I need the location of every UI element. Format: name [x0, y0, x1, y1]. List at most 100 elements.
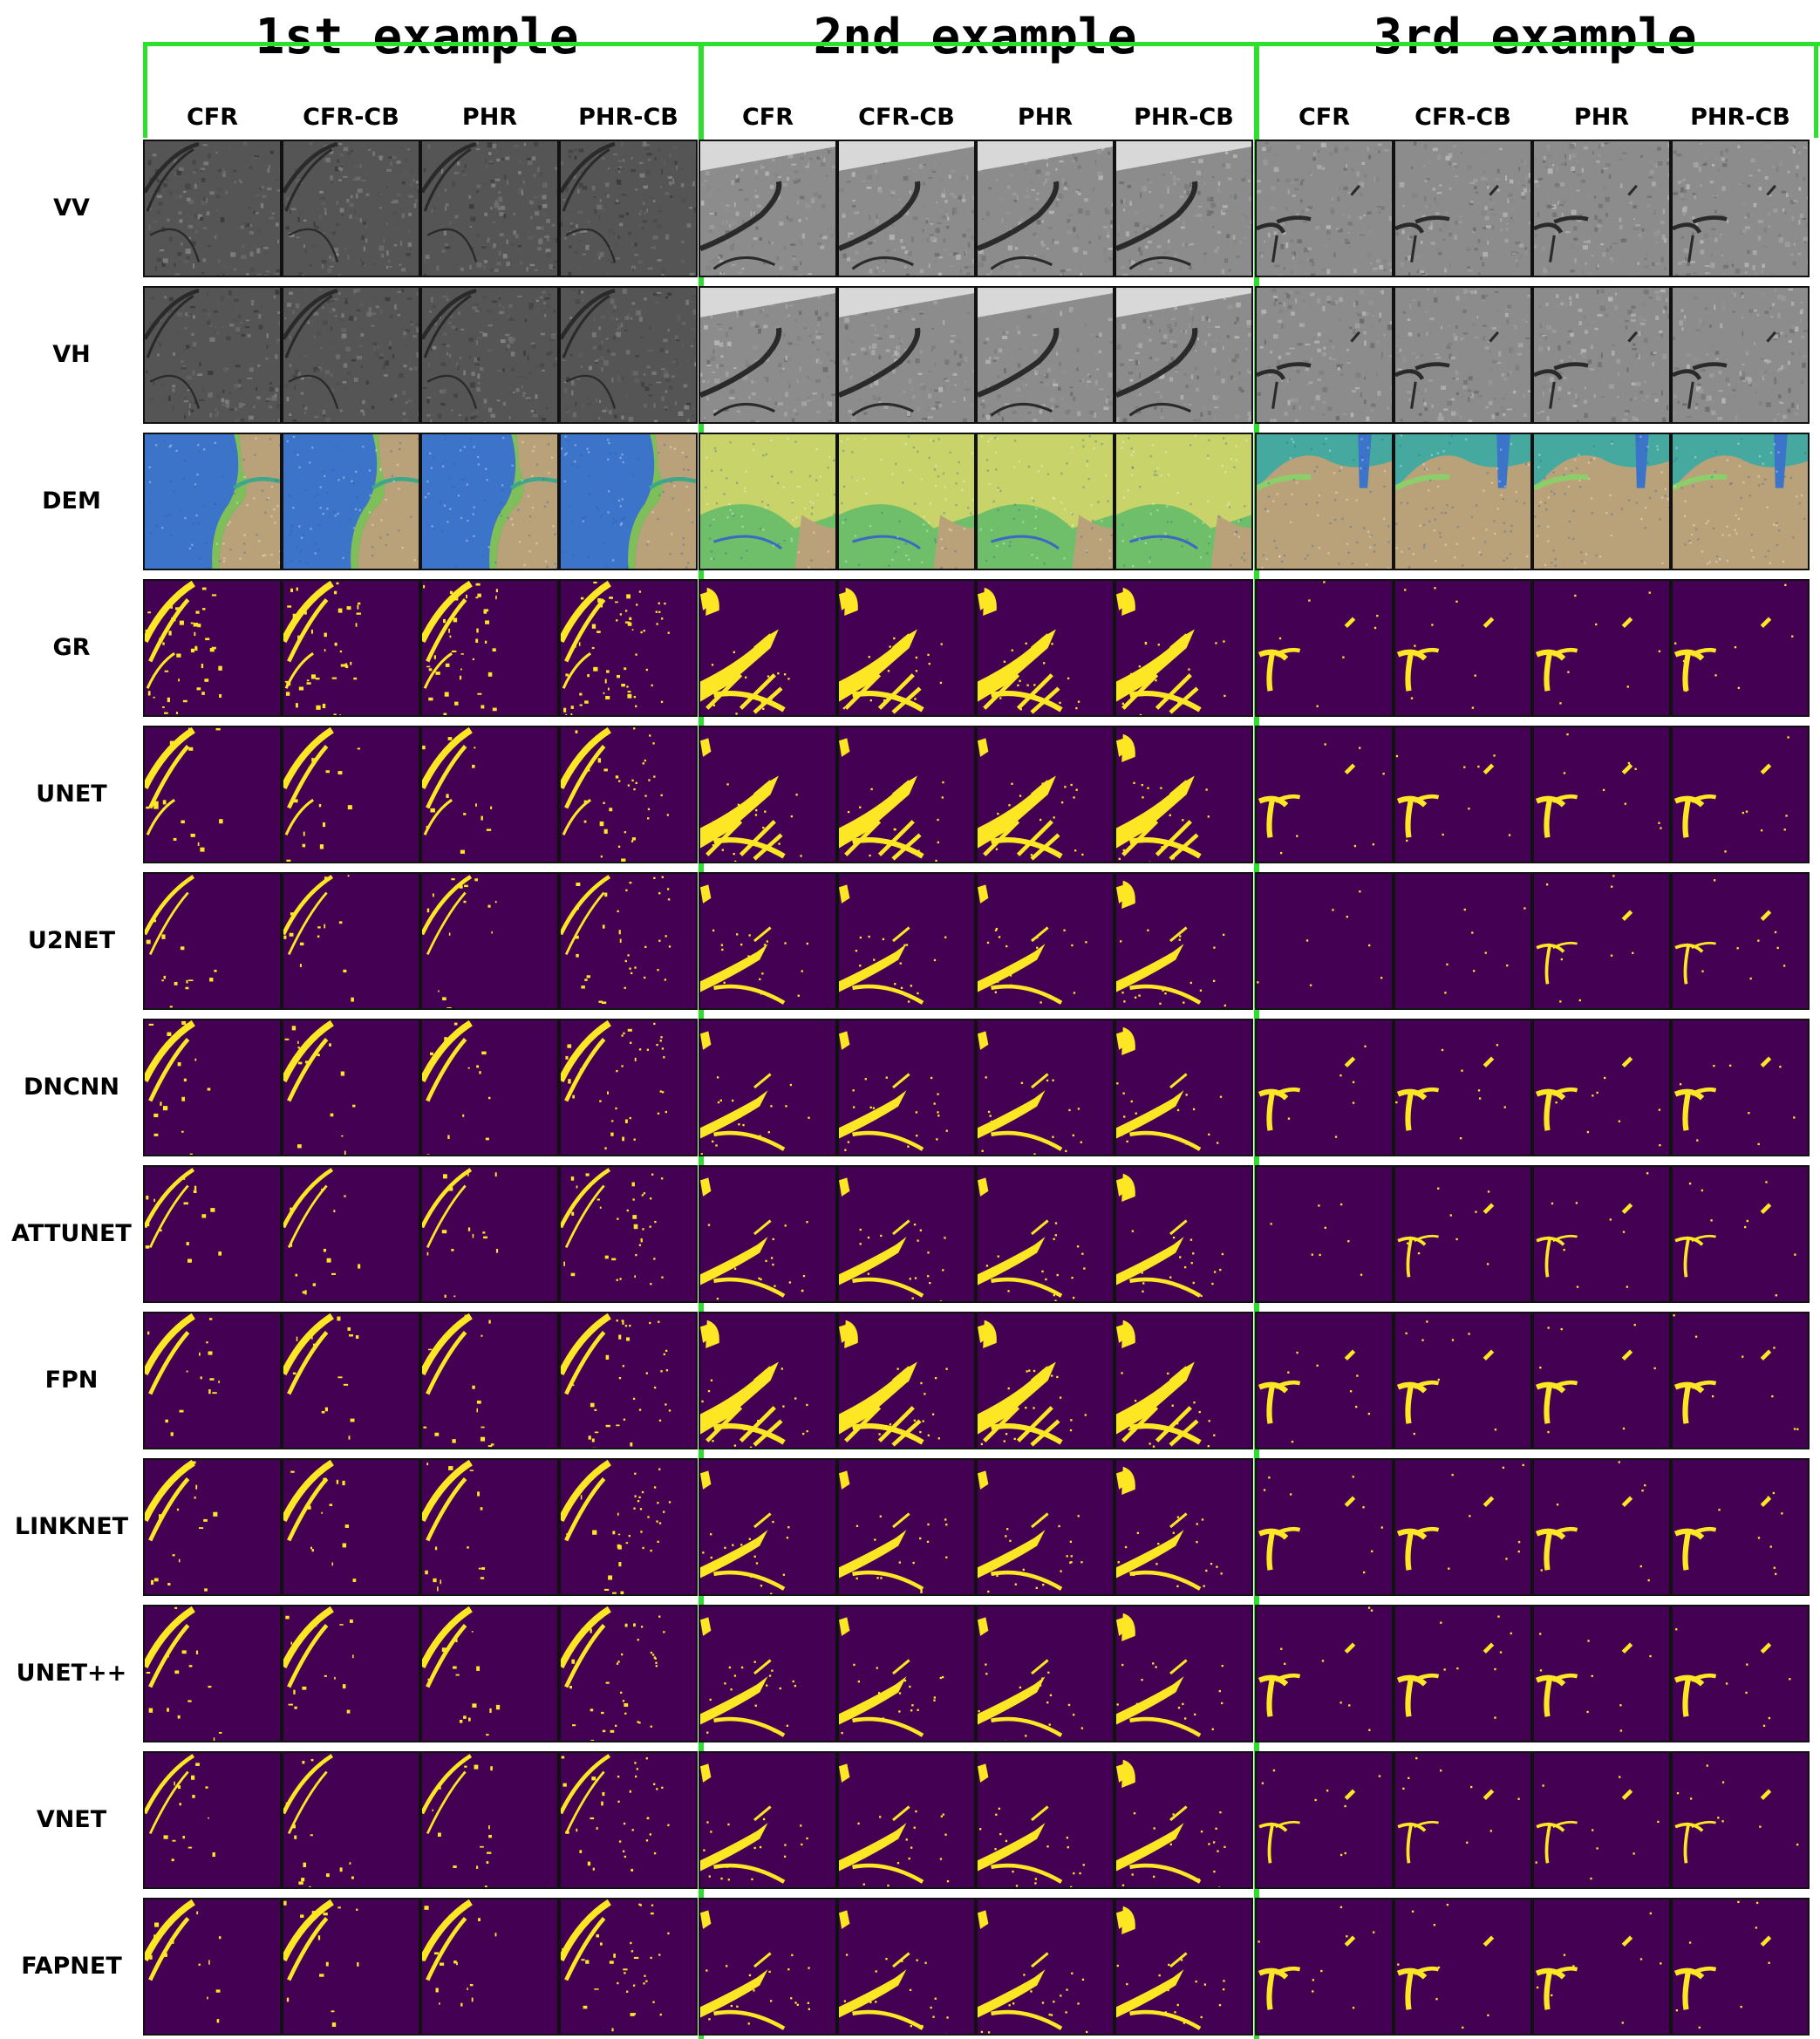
tile-dncnn-example3-phr	[1532, 1019, 1671, 1156]
tile-gr-example2-cfr-cb	[837, 579, 976, 717]
tile-unet-example2-phr	[976, 726, 1114, 863]
group-title-3: 3rd example	[1362, 7, 1708, 68]
tile-unetplusplus-example2-cfr-cb	[837, 1605, 976, 1742]
tile-fpn-example3-phr-cb	[1671, 1312, 1810, 1449]
tile-image	[1673, 581, 1808, 715]
tile-image	[1534, 288, 1669, 422]
tile-vnet-example1-phr	[420, 1751, 559, 1889]
row-label-vnet: VNET	[36, 1806, 107, 1833]
row-label-u2net: U2NET	[27, 927, 116, 954]
tile-image	[145, 1167, 280, 1301]
tile-image	[1116, 1460, 1251, 1594]
row-label-unetplusplus: UNET++	[16, 1660, 127, 1687]
tile-image	[978, 1899, 1113, 2034]
tile-linknet-example1-phr-cb	[559, 1458, 698, 1596]
tile-unetplusplus-example2-phr-cb	[1114, 1605, 1253, 1742]
tile-image	[283, 727, 419, 862]
tile-image	[1673, 1606, 1808, 1741]
tile-image	[839, 434, 974, 569]
tile-image	[283, 581, 419, 715]
tile-image	[1257, 1606, 1392, 1741]
tile-image	[1673, 434, 1808, 569]
tile-gr-example1-phr-cb	[559, 579, 698, 717]
tile-u2net-example3-cfr	[1255, 872, 1394, 1010]
tile-gr-example1-phr	[420, 579, 559, 717]
tile-attunet-example1-phr	[420, 1165, 559, 1303]
tile-vnet-example3-cfr-cb	[1394, 1751, 1532, 1889]
tile-dncnn-example2-cfr-cb	[837, 1019, 976, 1156]
tile-image	[283, 1460, 419, 1594]
tile-gr-example1-cfr	[143, 579, 282, 717]
tile-image	[1257, 1460, 1392, 1594]
tile-image	[1116, 1753, 1251, 1887]
tile-vnet-example3-phr-cb	[1671, 1751, 1810, 1889]
tile-image	[1257, 727, 1392, 862]
tile-dem-example2-phr-cb	[1114, 433, 1253, 570]
tile-fpn-example2-phr	[976, 1312, 1114, 1449]
tile-image	[145, 1460, 280, 1594]
tile-u2net-example1-phr	[420, 872, 559, 1010]
tile-u2net-example2-cfr-cb	[837, 872, 976, 1010]
tile-image	[422, 1460, 557, 1594]
tile-linknet-example1-phr	[420, 1458, 559, 1596]
tile-u2net-example3-cfr-cb	[1394, 872, 1532, 1010]
tile-image	[700, 434, 835, 569]
row-label-vh: VH	[52, 341, 91, 368]
tile-image	[1116, 288, 1251, 422]
tile-image	[283, 1606, 419, 1741]
tile-image	[1395, 1167, 1530, 1301]
tile-linknet-example2-phr-cb	[1114, 1458, 1253, 1596]
tile-image	[839, 1460, 974, 1594]
tile-linknet-example2-cfr	[699, 1458, 837, 1596]
tile-image	[145, 1020, 280, 1155]
tile-image	[1395, 1606, 1530, 1741]
tile-image	[1395, 1753, 1530, 1887]
tile-image	[978, 434, 1113, 569]
tile-image	[1257, 434, 1392, 569]
row-label-dncnn: DNCNN	[23, 1074, 120, 1101]
tile-unetplusplus-example1-phr-cb	[559, 1605, 698, 1742]
tile-image	[145, 1606, 280, 1741]
tile-u2net-example2-phr-cb	[1114, 872, 1253, 1010]
tile-image	[839, 1753, 974, 1887]
tile-image	[145, 434, 280, 569]
tile-attunet-example2-cfr	[699, 1165, 837, 1303]
tile-gr-example3-cfr	[1255, 579, 1394, 717]
tile-image	[1257, 1753, 1392, 1887]
tile-image	[1257, 141, 1392, 276]
tile-image	[283, 874, 419, 1008]
tile-dem-example3-phr	[1532, 433, 1671, 570]
tile-image	[700, 141, 835, 276]
tile-image	[1257, 288, 1392, 422]
tile-image	[839, 141, 974, 276]
tile-image	[1673, 141, 1808, 276]
tile-image	[422, 874, 557, 1008]
tile-dem-example3-cfr-cb	[1394, 433, 1532, 570]
tile-vv-example3-phr	[1532, 140, 1671, 277]
tile-image	[1257, 1313, 1392, 1448]
tile-dncnn-example3-cfr-cb	[1394, 1019, 1532, 1156]
tile-linknet-example2-cfr-cb	[837, 1458, 976, 1596]
tile-image	[1257, 874, 1392, 1008]
tile-fapnet-example2-cfr	[699, 1898, 837, 2036]
tile-unet-example3-phr-cb	[1671, 726, 1810, 863]
tile-fpn-example1-cfr-cb	[282, 1312, 420, 1449]
tile-fpn-example1-cfr	[143, 1312, 282, 1449]
tile-gr-example2-phr-cb	[1114, 579, 1253, 717]
tile-unet-example1-phr-cb	[559, 726, 698, 863]
tile-u2net-example1-cfr	[143, 872, 282, 1010]
tile-unet-example2-cfr-cb	[837, 726, 976, 863]
tile-image	[283, 434, 419, 569]
tile-image	[978, 1020, 1113, 1155]
tile-unetplusplus-example2-cfr	[699, 1605, 837, 1742]
tile-fapnet-example1-phr	[420, 1898, 559, 2036]
tile-fapnet-example2-phr-cb	[1114, 1898, 1253, 2036]
tile-image	[561, 1899, 696, 2034]
tile-image	[839, 727, 974, 862]
tile-u2net-example1-cfr-cb	[282, 872, 420, 1010]
tile-fapnet-example1-cfr	[143, 1898, 282, 2036]
tile-unetplusplus-example3-cfr-cb	[1394, 1605, 1532, 1742]
tile-image	[422, 434, 557, 569]
tile-image	[1395, 1020, 1530, 1155]
